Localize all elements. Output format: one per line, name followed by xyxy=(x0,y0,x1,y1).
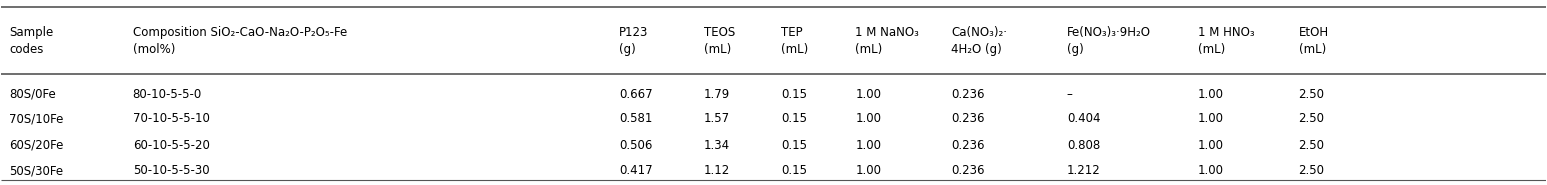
Text: 1.00: 1.00 xyxy=(1199,112,1224,125)
Text: 0.808: 0.808 xyxy=(1067,139,1100,152)
Text: 0.506: 0.506 xyxy=(619,139,653,152)
Text: 50-10-5-5-30: 50-10-5-5-30 xyxy=(133,164,209,177)
Text: 0.236: 0.236 xyxy=(951,88,984,101)
Text: EtOH
(mL): EtOH (mL) xyxy=(1298,26,1329,56)
Text: 1.00: 1.00 xyxy=(1199,164,1224,177)
Text: 80-10-5-5-0: 80-10-5-5-0 xyxy=(133,88,203,101)
Text: 1.34: 1.34 xyxy=(704,139,730,152)
Text: 1.79: 1.79 xyxy=(704,88,730,101)
Text: 1 M HNO₃
(mL): 1 M HNO₃ (mL) xyxy=(1199,26,1255,56)
Text: Sample
codes: Sample codes xyxy=(9,26,53,56)
Text: Composition SiO₂-CaO-Na₂O-P₂O₅-Fe
(mol%): Composition SiO₂-CaO-Na₂O-P₂O₅-Fe (mol%) xyxy=(133,26,347,56)
Text: 2.50: 2.50 xyxy=(1298,112,1324,125)
Text: 0.667: 0.667 xyxy=(619,88,653,101)
Text: 1.12: 1.12 xyxy=(704,164,730,177)
Text: 80S/0Fe: 80S/0Fe xyxy=(9,88,56,101)
Text: 2.50: 2.50 xyxy=(1298,164,1324,177)
Text: 60-10-5-5-20: 60-10-5-5-20 xyxy=(133,139,209,152)
Text: 0.236: 0.236 xyxy=(951,164,984,177)
Text: 1.00: 1.00 xyxy=(855,164,882,177)
Text: 2.50: 2.50 xyxy=(1298,139,1324,152)
Text: 0.15: 0.15 xyxy=(781,112,808,125)
Text: 2.50: 2.50 xyxy=(1298,88,1324,101)
Text: P123
(g): P123 (g) xyxy=(619,26,648,56)
Text: 1.00: 1.00 xyxy=(855,88,882,101)
Text: 70S/10Fe: 70S/10Fe xyxy=(9,112,63,125)
Text: 70-10-5-5-10: 70-10-5-5-10 xyxy=(133,112,209,125)
Text: 0.15: 0.15 xyxy=(781,88,808,101)
Text: 1.00: 1.00 xyxy=(1199,139,1224,152)
Text: 0.15: 0.15 xyxy=(781,164,808,177)
Text: 1.00: 1.00 xyxy=(1199,88,1224,101)
Text: 1 M NaNO₃
(mL): 1 M NaNO₃ (mL) xyxy=(855,26,919,56)
Text: –: – xyxy=(1067,88,1072,101)
Text: 0.236: 0.236 xyxy=(951,112,984,125)
Text: Ca(NO₃)₂·
4H₂O (g): Ca(NO₃)₂· 4H₂O (g) xyxy=(951,26,1007,56)
Text: 1.57: 1.57 xyxy=(704,112,730,125)
Text: 0.236: 0.236 xyxy=(951,139,984,152)
Text: 50S/30Fe: 50S/30Fe xyxy=(9,164,63,177)
Text: TEOS
(mL): TEOS (mL) xyxy=(704,26,735,56)
Text: 0.417: 0.417 xyxy=(619,164,653,177)
Text: 60S/20Fe: 60S/20Fe xyxy=(9,139,63,152)
Text: Fe(NO₃)₃·9H₂O
(g): Fe(NO₃)₃·9H₂O (g) xyxy=(1067,26,1151,56)
Text: 0.404: 0.404 xyxy=(1067,112,1100,125)
Text: 1.212: 1.212 xyxy=(1067,164,1100,177)
Text: TEP
(mL): TEP (mL) xyxy=(781,26,809,56)
Text: 1.00: 1.00 xyxy=(855,112,882,125)
Text: 0.581: 0.581 xyxy=(619,112,653,125)
Text: 1.00: 1.00 xyxy=(855,139,882,152)
Text: 0.15: 0.15 xyxy=(781,139,808,152)
